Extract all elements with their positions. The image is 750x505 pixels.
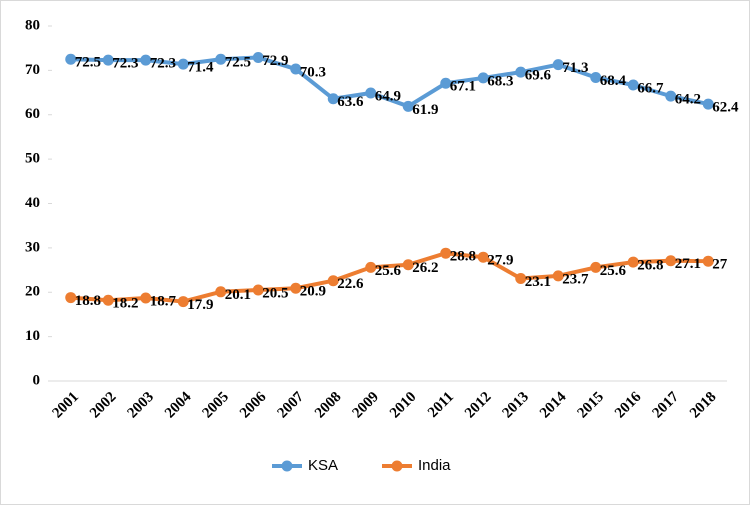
data-label: 67.1	[450, 79, 476, 95]
data-label: 23.7	[562, 271, 589, 287]
data-label: 66.7	[637, 80, 664, 96]
data-label: 72.9	[262, 53, 288, 69]
data-point	[402, 100, 414, 112]
data-point	[252, 284, 264, 296]
data-point	[327, 275, 339, 287]
data-label: 27	[712, 257, 728, 273]
data-point	[627, 79, 639, 91]
data-point	[327, 93, 339, 105]
data-point	[702, 255, 714, 267]
data-point	[590, 71, 602, 83]
data-point	[552, 270, 564, 282]
data-point	[702, 98, 714, 110]
legend: KSA India	[272, 457, 451, 474]
data-point	[590, 261, 602, 273]
y-tick-label: 70	[25, 62, 40, 78]
data-point	[402, 259, 414, 271]
series-line	[70, 55, 709, 109]
legend-marker	[391, 460, 403, 472]
data-label: 71.3	[562, 60, 588, 76]
data-label: 64.9	[375, 88, 401, 104]
data-label: 62.4	[712, 100, 739, 116]
data-point	[140, 54, 152, 66]
data-point	[65, 292, 77, 304]
data-point	[102, 54, 114, 66]
data-label: 20.9	[300, 284, 326, 300]
data-point	[365, 261, 377, 273]
data-label: 68.3	[487, 73, 513, 89]
data-label: 25.6	[375, 263, 402, 279]
data-label: 71.4	[187, 60, 214, 76]
data-label: 23.1	[525, 274, 551, 290]
data-point	[627, 256, 639, 268]
data-point	[290, 282, 302, 294]
data-label: 72.5	[225, 55, 251, 71]
data-point	[252, 52, 264, 64]
data-point	[477, 72, 489, 84]
data-point	[665, 90, 677, 102]
data-point	[665, 255, 677, 267]
y-tick-label: 20	[25, 284, 40, 300]
data-label: 20.1	[225, 287, 251, 303]
data-label: 25.6	[600, 263, 627, 279]
data-label: 17.9	[187, 297, 213, 313]
legend-label: KSA	[308, 457, 338, 474]
data-point	[290, 63, 302, 75]
data-point	[515, 272, 527, 284]
data-point	[215, 286, 227, 298]
data-label: 18.8	[75, 293, 101, 309]
data-label: 64.2	[675, 92, 701, 108]
data-label: 63.6	[337, 94, 364, 110]
legend-label: India	[418, 457, 451, 474]
y-tick-label: 0	[33, 372, 41, 388]
data-label: 72.5	[75, 55, 101, 71]
y-tick-label: 40	[25, 195, 40, 211]
data-point	[515, 66, 527, 78]
data-label: 26.8	[637, 258, 663, 274]
y-tick-label: 80	[25, 17, 40, 33]
y-tick-label: 60	[25, 106, 40, 122]
data-label: 18.7	[150, 293, 177, 309]
y-tick-label: 10	[25, 328, 40, 344]
data-label: 68.4	[600, 73, 627, 89]
legend-marker	[281, 460, 293, 472]
data-point	[65, 53, 77, 65]
data-label: 26.2	[412, 260, 438, 276]
data-point	[552, 59, 564, 71]
data-point	[477, 251, 489, 263]
data-label: 72.3	[112, 56, 138, 72]
data-point	[365, 87, 377, 99]
data-label: 18.2	[112, 296, 138, 312]
data-label: 27.1	[675, 256, 701, 272]
data-label: 28.8	[450, 249, 476, 265]
data-point	[102, 294, 114, 306]
series-line	[70, 251, 709, 304]
data-label: 61.9	[412, 102, 438, 118]
data-point	[140, 292, 152, 304]
data-label: 27.9	[487, 253, 513, 269]
y-tick-label: 50	[25, 151, 40, 167]
data-point	[177, 58, 189, 70]
data-label: 69.6	[525, 68, 552, 84]
data-label: 72.3	[150, 56, 176, 72]
data-label: 22.6	[337, 276, 364, 292]
y-tick-label: 30	[25, 239, 40, 255]
data-label: 70.3	[300, 64, 326, 80]
data-point	[440, 247, 452, 259]
data-point	[177, 296, 189, 308]
data-point	[440, 77, 452, 89]
data-point	[215, 53, 227, 65]
data-label: 20.5	[262, 285, 288, 301]
